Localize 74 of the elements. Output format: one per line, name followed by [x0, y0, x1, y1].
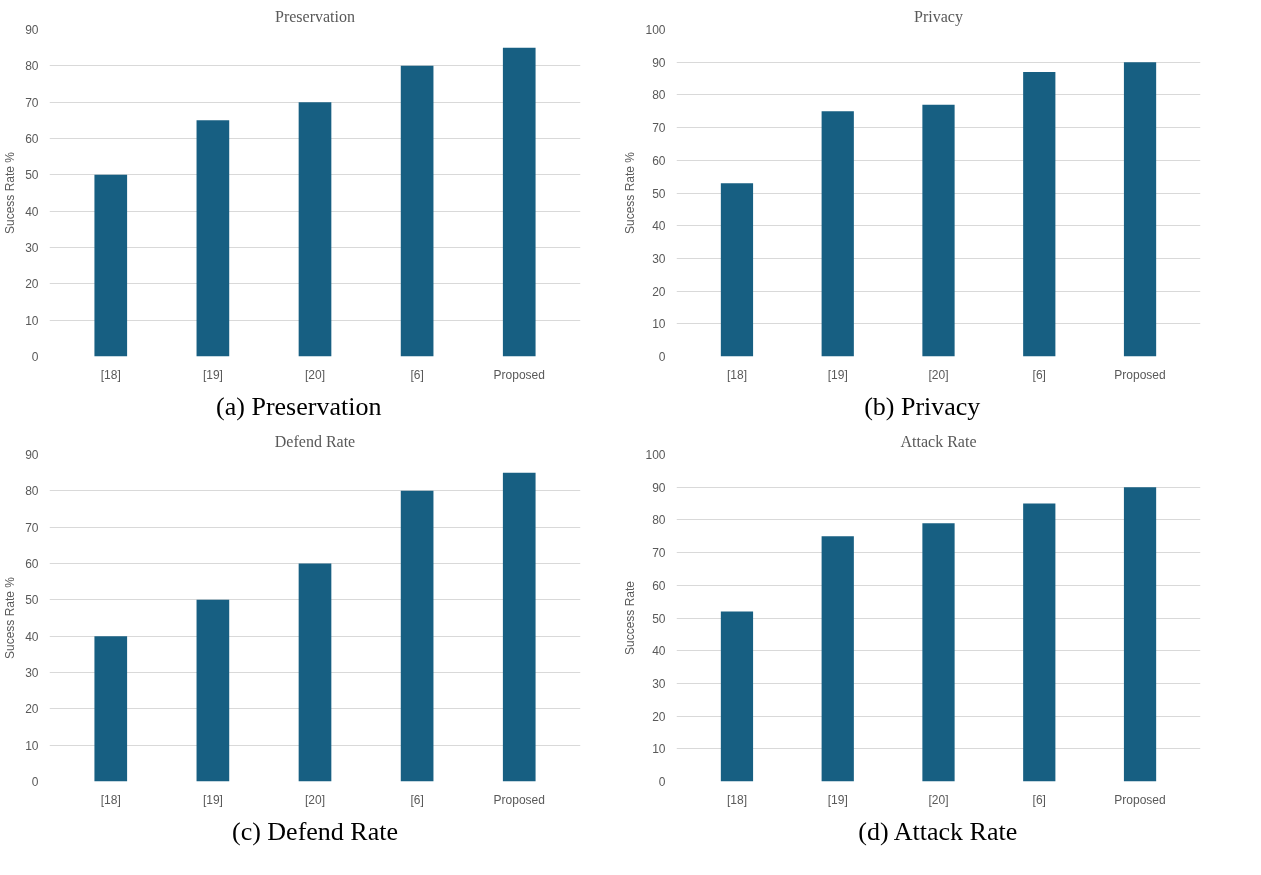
text: (d) Attack Rate	[858, 816, 1018, 846]
y-tick-label: 70	[25, 520, 39, 535]
y-tick-label: 30	[652, 676, 666, 691]
y-tick-label: 0	[31, 350, 39, 364]
y-tick-label: 80	[652, 513, 666, 528]
y-tick-label: 90	[652, 55, 666, 70]
x-tick-label: [6]	[1032, 792, 1046, 807]
y-tick-label: 20	[25, 702, 39, 717]
y-axis-title: Sucess Rate %	[3, 576, 18, 660]
x-tick-label: [20]	[928, 367, 949, 382]
x-tick-label: Proposed	[493, 792, 545, 807]
y-tick-label: 60	[25, 557, 39, 571]
y-tick-label: 60	[25, 132, 39, 146]
y-axis-title: Sucess Rate %	[623, 151, 638, 235]
x-tick-label: [20]	[928, 792, 949, 807]
x-tick-label: [19]	[202, 367, 223, 382]
x-tick-label: [18]	[726, 367, 747, 382]
y-tick-label: 10	[25, 738, 39, 753]
y-tick-label: 30	[25, 241, 39, 255]
x-tick-label: [20]	[304, 367, 326, 382]
y-tick-label: 90	[25, 23, 39, 37]
x-tick-label: [19]	[202, 792, 223, 807]
x-tick-label: [19]	[827, 792, 848, 807]
x-tick-label: [18]	[100, 367, 121, 382]
y-tick-label: 30	[25, 666, 39, 680]
y-tick-label: 40	[25, 629, 39, 644]
y-tick-label: 0	[658, 775, 666, 789]
y-tick-label: 0	[658, 350, 666, 364]
y-tick-label: 50	[25, 593, 39, 608]
y-tick-label: 40	[652, 644, 666, 659]
y-tick-label: 0	[31, 775, 39, 789]
y-tick-label: 100	[645, 23, 666, 37]
x-tick-label: [18]	[100, 792, 121, 807]
y-tick-label: 80	[25, 59, 39, 74]
y-tick-label: 70	[25, 95, 39, 110]
x-tick-label: [20]	[304, 792, 326, 807]
y-tick-label: 80	[25, 484, 39, 499]
y-tick-label: 50	[652, 611, 666, 626]
text: (a) Preservation	[216, 391, 382, 421]
x-tick-label: [6]	[410, 792, 424, 807]
y-tick-label: 20	[652, 709, 666, 724]
y-tick-label: 50	[25, 168, 39, 183]
y-tick-label: 60	[652, 153, 666, 168]
x-tick-label: Proposed	[493, 367, 545, 382]
y-tick-label: 20	[652, 284, 666, 299]
chart-title: Defend Rate	[274, 432, 356, 450]
chart-title: Privacy	[914, 7, 963, 26]
y-tick-label: 50	[652, 186, 666, 201]
y-tick-label: 40	[25, 204, 39, 219]
y-tick-label: 70	[652, 546, 666, 561]
chart-title: Attack Rate	[900, 432, 977, 450]
y-tick-label: 90	[652, 480, 666, 495]
y-tick-label: 60	[652, 578, 666, 593]
y-tick-label: 90	[25, 448, 39, 462]
y-tick-label: 100	[645, 448, 666, 462]
y-tick-label: 10	[25, 313, 39, 328]
x-tick-label: Proposed	[1114, 367, 1166, 382]
x-tick-label: [19]	[827, 367, 848, 382]
text: (c) Defend Rate	[231, 816, 399, 846]
y-tick-label: 20	[25, 277, 39, 292]
y-tick-label: 10	[652, 317, 666, 332]
x-tick-label: [6]	[410, 367, 424, 382]
text: (b) Privacy	[864, 391, 981, 421]
x-tick-label: [18]	[726, 792, 747, 807]
y-axis-title: Sucess Rate %	[3, 151, 18, 235]
chart-title: Preservation	[275, 7, 355, 25]
y-tick-label: 30	[652, 251, 666, 266]
y-tick-label: 40	[652, 219, 666, 234]
y-tick-label: 70	[652, 121, 666, 136]
y-tick-label: 80	[652, 88, 666, 103]
x-tick-label: [6]	[1032, 367, 1046, 382]
y-tick-label: 10	[652, 742, 666, 757]
x-tick-label: Proposed	[1114, 792, 1166, 807]
y-axis-title: Success Rate	[623, 580, 638, 656]
